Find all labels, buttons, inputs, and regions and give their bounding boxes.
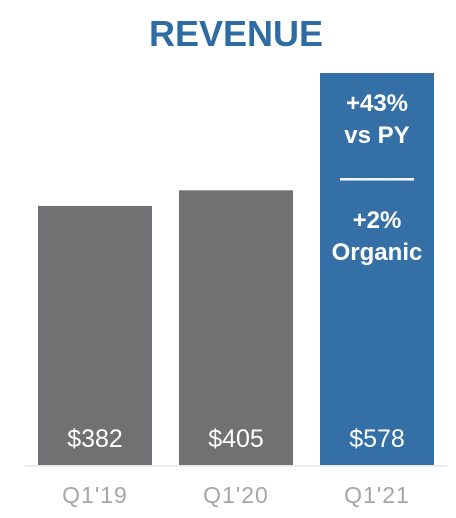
growth-annotation: +43% vs PY ——— +2% Organic xyxy=(332,90,423,266)
annotation-line-0: +43% xyxy=(346,90,408,117)
chart-title: REVENUE xyxy=(149,13,323,54)
bars-layer xyxy=(38,73,434,465)
annotation-line-3: +2% xyxy=(353,207,402,234)
annotation-line-2: ——— xyxy=(340,165,414,192)
category-label-0: Q1'19 xyxy=(62,482,128,508)
bar-value-label-2: $578 xyxy=(349,425,405,453)
category-label-1: Q1'20 xyxy=(203,482,269,508)
bar-0 xyxy=(38,205,152,465)
annotation-line-4: Organic xyxy=(332,239,423,266)
category-labels-layer: Q1'19 Q1'20 Q1'21 xyxy=(62,482,410,508)
value-labels-layer: $382 $405 $578 xyxy=(67,425,405,453)
bar-value-label-1: $405 xyxy=(208,425,264,453)
category-label-2: Q1'21 xyxy=(344,482,410,508)
annotation-line-1: vs PY xyxy=(344,122,409,149)
bar-1 xyxy=(179,190,293,465)
bar-value-label-0: $382 xyxy=(67,425,123,453)
bar-2 xyxy=(320,73,434,465)
